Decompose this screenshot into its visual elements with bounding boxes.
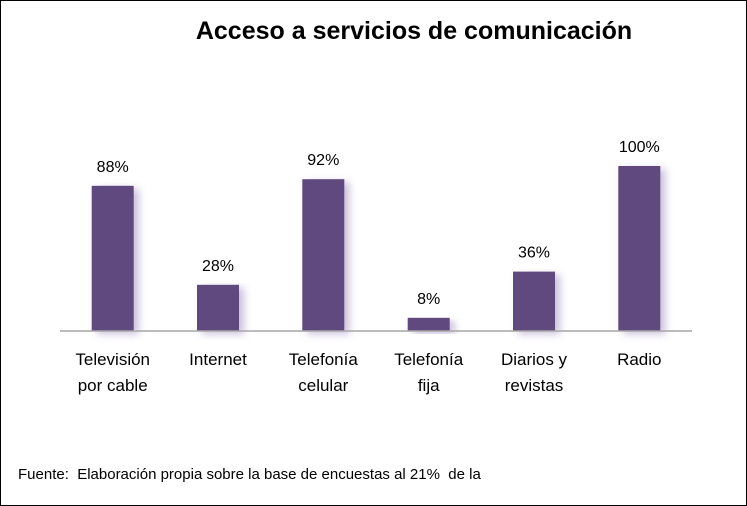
category-label-4: Diarios y revistas [501,350,568,395]
labels-layer: 88% Televisión por cable 28% Internet 92% Tele… [75,139,661,395]
bar-3 [407,317,450,331]
category-label-0: Televisión por cable [75,350,150,395]
category-label-5: Radio [617,350,661,369]
data-label-3: 8% [417,291,440,308]
bars-layer [91,166,661,331]
bar-0 [91,185,134,331]
category-label-1: Internet [189,350,247,369]
category-label-3: Telefonía fija [394,350,464,395]
chart-title: Acceso a servicios de comunicación [195,17,633,45]
bar-5 [618,166,661,331]
data-label-2: 92% [307,152,339,169]
data-label-4: 36% [518,245,550,262]
data-label-0: 88% [97,159,129,176]
bar-1 [197,284,239,331]
category-label-2: Telefonía celular [289,350,359,395]
bar-4 [513,271,555,331]
source-note: Fuente: Elaboración propia sobre la base… [18,466,481,483]
data-label-5: 100% [619,139,660,156]
bar-2 [302,179,345,331]
data-label-1: 28% [202,258,234,275]
